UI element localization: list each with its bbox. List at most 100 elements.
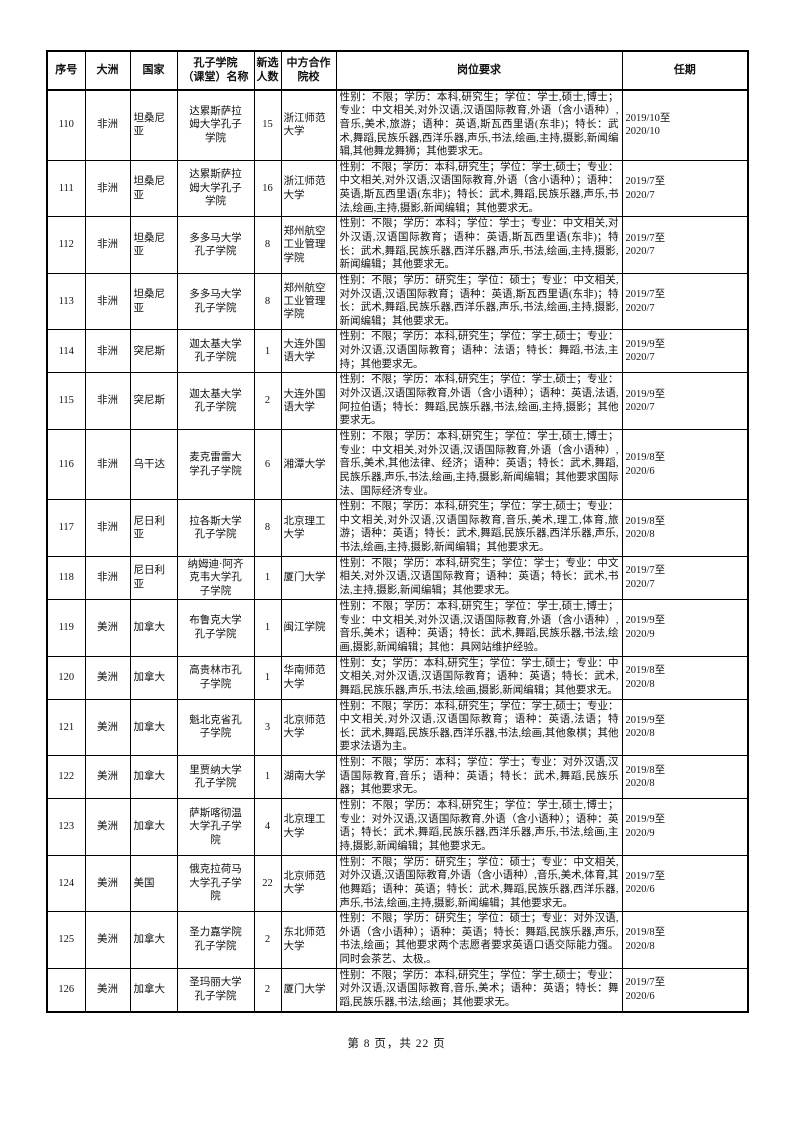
cell-continent: 美洲 [84, 967, 131, 1013]
cell-new-count: 8 [253, 272, 282, 331]
cell-institute-name: 纳姆迪·阿齐克韦大学孔子学院 [176, 555, 255, 601]
cell-partner-school: 浙江师范大学 [280, 159, 337, 218]
cell-institute-name: 多多马大学孔子学院 [176, 216, 255, 274]
cell-serial-number: 115 [46, 372, 86, 430]
header-job-requirements: 岗位要求 [335, 50, 623, 91]
header-country: 国家 [129, 50, 178, 91]
cell-job-requirements: 性别：不限；学历：研究生；学位：硕士；专业：中文相关,对外汉语,汉语国际教育,外… [335, 854, 623, 913]
cell-country: 美国 [129, 854, 178, 913]
cell-term: 2019/9至 2020/7 [621, 372, 749, 430]
cell-serial-number: 123 [46, 798, 86, 856]
header-new-count: 新选 人数 [253, 50, 282, 91]
cell-serial-number: 113 [46, 272, 86, 331]
table-row: 114 非洲 突尼斯 迦太基大学孔子学院 1 大连外国语大学 性别：不限；学历：… [46, 329, 749, 374]
cell-continent: 非洲 [84, 272, 131, 331]
cell-term: 2019/7至 2020/6 [621, 854, 749, 913]
table-row: 121 美洲 加拿大 魁北克省孔子学院 3 北京师范大学 性别：不限；学历：本科… [46, 698, 749, 757]
cell-institute-name: 布鲁克大学孔子学院 [176, 599, 255, 657]
cell-country: 坦桑尼亚 [129, 216, 178, 274]
table-row: 115 非洲 突尼斯 迦太基大学孔子学院 2 大连外国语大学 性别：不限；学历：… [46, 372, 749, 430]
cell-new-count: 8 [253, 499, 282, 557]
table-row: 123 美洲 加拿大 萨斯喀彻温大学孔子学院 4 北京理工大学 性别：不限；学历… [46, 798, 749, 856]
cell-continent: 非洲 [84, 555, 131, 601]
cell-term: 2019/7至 2020/7 [621, 216, 749, 274]
table-row: 110 非洲 坦桑尼亚 达累斯萨拉姆大学孔子学院 15 浙江师范大学 性别：不限… [46, 89, 749, 161]
table-row: 112 非洲 坦桑尼亚 多多马大学孔子学院 8 郑州航空工业管理学院 性别：不限… [46, 216, 749, 274]
table-row: 124 美洲 美国 俄克拉荷马大学孔子学院 22 北京师范大学 性别：不限；学历… [46, 854, 749, 913]
cell-new-count: 4 [253, 798, 282, 856]
cell-partner-school: 大连外国语大学 [280, 372, 337, 430]
cell-serial-number: 121 [46, 698, 86, 757]
cell-institute-name: 拉各斯大学孔子学院 [176, 499, 255, 557]
cell-serial-number: 116 [46, 428, 86, 501]
cell-institute-name: 里贾纳大学孔子学院 [176, 755, 255, 800]
cell-institute-name: 达累斯萨拉姆大学孔子学院 [176, 159, 255, 218]
cell-term: 2019/10至 2020/10 [621, 89, 749, 161]
cell-new-count: 2 [253, 967, 282, 1013]
cell-term: 2019/7至 2020/7 [621, 555, 749, 601]
cell-continent: 非洲 [84, 216, 131, 274]
table-row: 120 美洲 加拿大 高贵林市孔子学院 1 华南师范大学 性别：女；学历：本科,… [46, 655, 749, 700]
cell-institute-name: 高贵林市孔子学院 [176, 655, 255, 700]
table-row: 113 非洲 坦桑尼亚 多多马大学孔子学院 8 郑州航空工业管理学院 性别：不限… [46, 272, 749, 331]
header-serial: 序号 [46, 50, 86, 91]
cell-continent: 非洲 [84, 499, 131, 557]
table-header-row: 序号 大洲 国家 孔子学院 （课堂）名称 新选 人数 中方合作 院校 岗位要求 … [46, 50, 749, 91]
page-number: 第 8 页，共 22 页 [347, 1037, 446, 1050]
cell-new-count: 3 [253, 698, 282, 757]
cell-new-count: 1 [253, 755, 282, 800]
cell-job-requirements: 性别：不限；学历：研究生；学位：硕士；专业：对外汉语,外语（含小语种）；语种：英… [335, 911, 623, 969]
cell-institute-name: 麦克雷雷大学孔子学院 [176, 428, 255, 501]
table-row: 126 美洲 加拿大 圣玛丽大学孔子学院 2 厦门大学 性别：不限；学历：本科,… [46, 967, 749, 1013]
table-row: 116 非洲 乌干达 麦克雷雷大学孔子学院 6 湘潭大学 性别：不限；学历：本科… [46, 428, 749, 501]
cell-serial-number: 118 [46, 555, 86, 601]
cell-job-requirements: 性别：不限；学历：本科,研究生；学位：学士；专业：中文相关,对外汉语,汉语国际教… [335, 555, 623, 601]
table-row: 111 非洲 坦桑尼亚 达累斯萨拉姆大学孔子学院 16 浙江师范大学 性别：不限… [46, 159, 749, 218]
cell-job-requirements: 性别：不限；学历：本科,研究生；学位：学士,硕士；专业：对外汉语,汉语国际教育,… [335, 967, 623, 1013]
cell-job-requirements: 性别：女；学历：本科,研究生；学位：学士,硕士；专业：中文相关,对外汉语,汉语国… [335, 655, 623, 700]
cell-institute-name: 达累斯萨拉姆大学孔子学院 [176, 89, 255, 161]
cell-serial-number: 122 [46, 755, 86, 800]
cell-partner-school: 闽江学院 [280, 599, 337, 657]
cell-serial-number: 120 [46, 655, 86, 700]
cell-serial-number: 110 [46, 89, 86, 161]
cell-country: 加拿大 [129, 798, 178, 856]
cell-partner-school: 北京师范大学 [280, 854, 337, 913]
table-row: 117 非洲 尼日利亚 拉各斯大学孔子学院 8 北京理工大学 性别：不限；学历：… [46, 499, 749, 557]
cell-new-count: 6 [253, 428, 282, 501]
cell-new-count: 1 [253, 329, 282, 374]
table-row: 118 非洲 尼日利亚 纳姆迪·阿齐克韦大学孔子学院 1 厦门大学 性别：不限；… [46, 555, 749, 601]
cell-job-requirements: 性别：不限；学历：本科,研究生；学位：学士,硕士；专业：对外汉语,汉语国际教育,… [335, 372, 623, 430]
cell-institute-name: 多多马大学孔子学院 [176, 272, 255, 331]
cell-term: 2019/9至 2020/9 [621, 599, 749, 657]
cell-new-count: 15 [253, 89, 282, 161]
cell-continent: 美洲 [84, 698, 131, 757]
cell-continent: 非洲 [84, 159, 131, 218]
cell-country: 突尼斯 [129, 372, 178, 430]
cell-serial-number: 111 [46, 159, 86, 218]
cell-term: 2019/8至 2020/6 [621, 428, 749, 501]
cell-serial-number: 112 [46, 216, 86, 274]
cell-job-requirements: 性别：不限；学历：本科,研究生；学位：学士,硕士；专业：中文相关,对外汉语,汉语… [335, 698, 623, 757]
cell-institute-name: 圣玛丽大学孔子学院 [176, 967, 255, 1013]
cell-term: 2019/9至 2020/9 [621, 798, 749, 856]
cell-job-requirements: 性别：不限；学历：本科,研究生；学位：学士,硕士,博士；专业：中文相关,对外汉语… [335, 599, 623, 657]
cell-new-count: 8 [253, 216, 282, 274]
cell-job-requirements: 性别：不限；学历：本科；学位：学士；专业：中文相关,对外汉语,汉语国际教育；语种… [335, 216, 623, 274]
cell-partner-school: 郑州航空工业管理学院 [280, 272, 337, 331]
cell-new-count: 16 [253, 159, 282, 218]
header-term: 任期 [621, 50, 749, 91]
cell-country: 突尼斯 [129, 329, 178, 374]
cell-serial-number: 117 [46, 499, 86, 557]
cell-institute-name: 迦太基大学孔子学院 [176, 372, 255, 430]
cell-serial-number: 124 [46, 854, 86, 913]
cell-country: 尼日利亚 [129, 499, 178, 557]
cell-country: 加拿大 [129, 655, 178, 700]
cell-partner-school: 北京理工大学 [280, 798, 337, 856]
cell-serial-number: 119 [46, 599, 86, 657]
cell-job-requirements: 性别：不限；学历：本科,研究生；学位：学士,硕士；专业：中文相关,对外汉语,汉语… [335, 159, 623, 218]
cell-country: 加拿大 [129, 599, 178, 657]
cell-term: 2019/8至 2020/8 [621, 499, 749, 557]
cell-term: 2019/8至 2020/8 [621, 911, 749, 969]
